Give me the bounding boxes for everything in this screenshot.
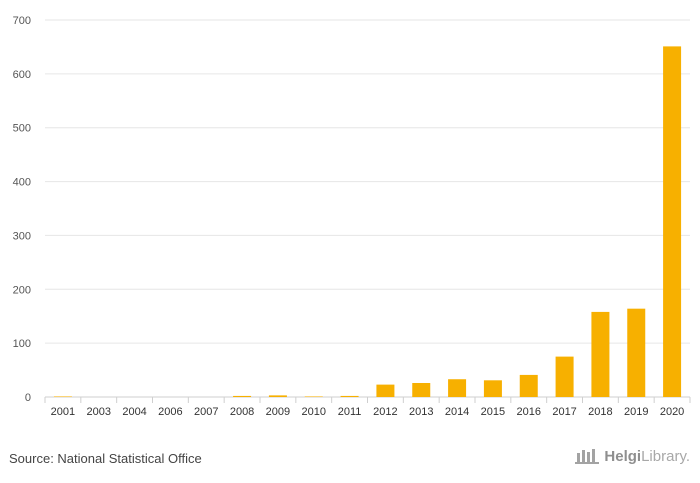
library-building-icon bbox=[575, 449, 600, 464]
bar-2012 bbox=[376, 384, 395, 397]
bar-2015 bbox=[483, 380, 502, 397]
bar-2013 bbox=[412, 382, 431, 397]
y-tick-label: 0 bbox=[25, 392, 31, 404]
bar-2018 bbox=[591, 311, 610, 397]
y-tick-label: 100 bbox=[13, 338, 31, 350]
bar-2010 bbox=[304, 396, 323, 397]
x-tick-label: 2006 bbox=[158, 406, 182, 418]
bar-2019 bbox=[627, 308, 646, 397]
x-tick-label: 2018 bbox=[588, 406, 612, 418]
x-tick-label: 2016 bbox=[517, 406, 541, 418]
bar-2008 bbox=[233, 395, 252, 397]
x-tick-label: 2015 bbox=[481, 406, 505, 418]
x-tick-label: 2017 bbox=[552, 406, 576, 418]
y-tick-label: 200 bbox=[13, 284, 31, 296]
brand-name-light: Library. bbox=[641, 447, 690, 465]
y-tick-label: 300 bbox=[13, 230, 31, 242]
bar-2014 bbox=[448, 379, 467, 397]
x-tick-label: 2011 bbox=[338, 406, 362, 418]
bar-2009 bbox=[268, 395, 287, 397]
x-tick-label: 2004 bbox=[122, 406, 146, 418]
y-tick-label: 500 bbox=[13, 123, 31, 135]
y-tick-label: 600 bbox=[13, 69, 31, 81]
x-tick-label: 2014 bbox=[445, 406, 469, 418]
y-tick-label: 400 bbox=[13, 177, 31, 189]
x-tick-label: 2020 bbox=[660, 406, 684, 418]
source-note: Source: National Statistical Office bbox=[9, 451, 202, 466]
bar-2017 bbox=[555, 356, 574, 397]
bar-2020 bbox=[663, 46, 682, 397]
x-tick-label: 2003 bbox=[87, 406, 111, 418]
x-tick-label: 2012 bbox=[373, 406, 397, 418]
x-tick-label: 2013 bbox=[409, 406, 433, 418]
brand-logo[interactable]: HelgiLibrary. bbox=[574, 447, 690, 465]
x-tick-label: 2009 bbox=[266, 406, 290, 418]
x-tick-label: 2001 bbox=[51, 406, 75, 418]
bar-2011 bbox=[340, 395, 359, 397]
bar-2016 bbox=[519, 374, 538, 397]
x-tick-label: 2008 bbox=[230, 406, 254, 418]
bar-2001 bbox=[53, 396, 72, 397]
x-tick-label: 2019 bbox=[624, 406, 648, 418]
y-tick-label: 700 bbox=[13, 15, 31, 27]
x-tick-label: 2010 bbox=[302, 406, 326, 418]
x-tick-label: 2007 bbox=[194, 406, 218, 418]
bar-chart: 0 100 200 300 400 500 600 700 2001 2003 2004 2006 20… bbox=[13, 15, 691, 418]
brand-name-bold: Helgi bbox=[604, 447, 642, 465]
